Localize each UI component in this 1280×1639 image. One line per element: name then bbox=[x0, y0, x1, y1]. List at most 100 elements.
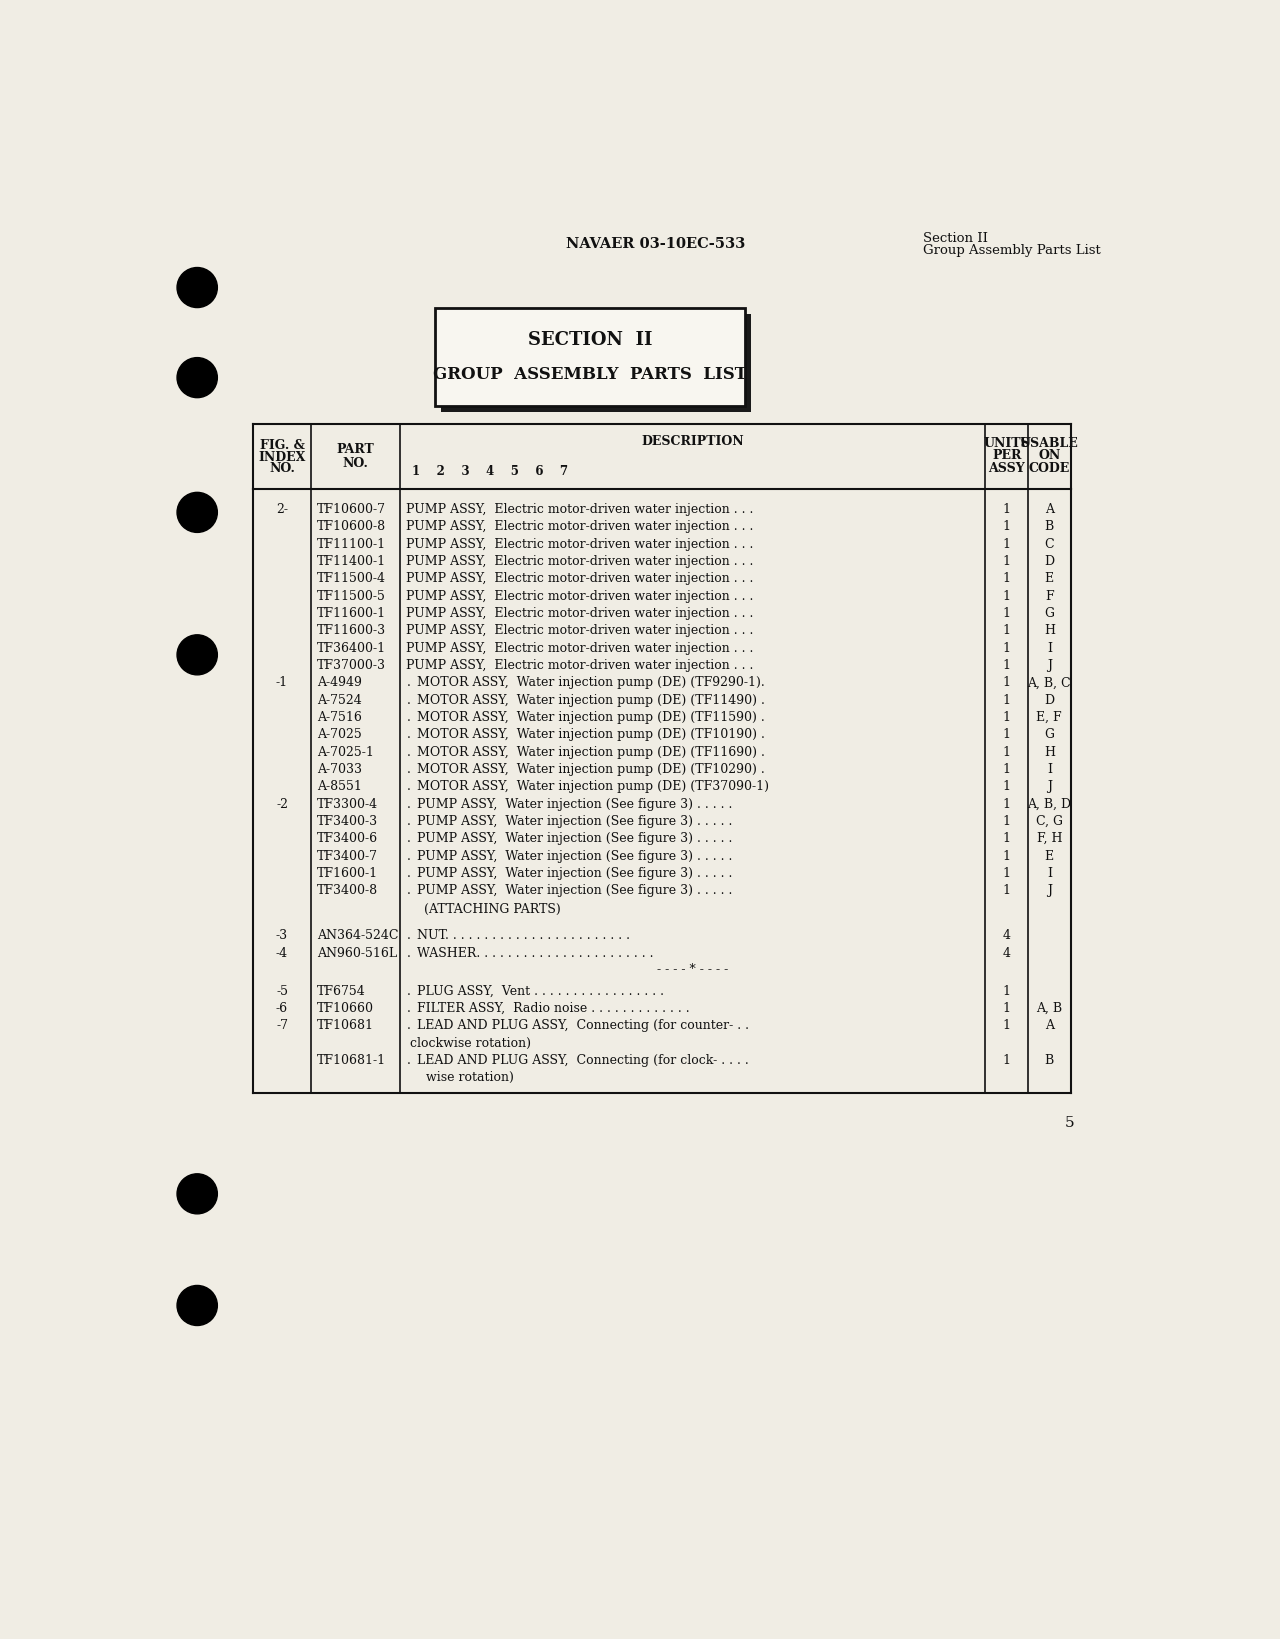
Text: PUMP ASSY,  Electric motor-driven water injection . . .: PUMP ASSY, Electric motor-driven water i… bbox=[407, 538, 754, 551]
Text: MOTOR ASSY,  Water injection pump (DE) (TF10290) .: MOTOR ASSY, Water injection pump (DE) (T… bbox=[417, 764, 765, 775]
Text: GROUP  ASSEMBLY  PARTS  LIST: GROUP ASSEMBLY PARTS LIST bbox=[433, 365, 748, 384]
Text: A: A bbox=[1044, 503, 1053, 516]
Text: TF10600-7: TF10600-7 bbox=[317, 503, 387, 516]
Text: 1: 1 bbox=[1002, 677, 1011, 690]
Text: 1: 1 bbox=[1002, 659, 1011, 672]
Text: -6: -6 bbox=[276, 1001, 288, 1015]
Text: TF10681: TF10681 bbox=[317, 1019, 374, 1033]
Text: LEAD AND PLUG ASSY,  Connecting (for counter- . .: LEAD AND PLUG ASSY, Connecting (for coun… bbox=[417, 1019, 749, 1033]
Text: D: D bbox=[1044, 693, 1055, 706]
Text: E: E bbox=[1044, 572, 1053, 585]
Text: PUMP ASSY,  Water injection (See figure 3) . . . . .: PUMP ASSY, Water injection (See figure 3… bbox=[417, 798, 732, 811]
Text: A-8551: A-8551 bbox=[317, 780, 362, 793]
Text: .: . bbox=[407, 1019, 411, 1033]
Text: PUMP ASSY,  Water injection (See figure 3) . . . . .: PUMP ASSY, Water injection (See figure 3… bbox=[417, 867, 732, 880]
Text: B: B bbox=[1044, 1054, 1053, 1067]
Text: USABLE: USABLE bbox=[1020, 438, 1079, 451]
Text: (ATTACHING PARTS): (ATTACHING PARTS) bbox=[424, 903, 561, 916]
Text: A-4949: A-4949 bbox=[317, 677, 362, 690]
Text: PER: PER bbox=[992, 449, 1021, 462]
Text: PUMP ASSY,  Electric motor-driven water injection . . .: PUMP ASSY, Electric motor-driven water i… bbox=[407, 624, 754, 638]
Text: AN364-524C: AN364-524C bbox=[317, 929, 399, 942]
Text: A: A bbox=[1044, 1019, 1053, 1033]
Text: MOTOR ASSY,  Water injection pump (DE) (TF11590) .: MOTOR ASSY, Water injection pump (DE) (T… bbox=[417, 711, 765, 724]
Text: -7: -7 bbox=[276, 1019, 288, 1033]
Text: Section II: Section II bbox=[923, 233, 988, 246]
Text: PUMP ASSY,  Water injection (See figure 3) . . . . .: PUMP ASSY, Water injection (See figure 3… bbox=[417, 833, 732, 846]
Text: H: H bbox=[1043, 624, 1055, 638]
Text: DESCRIPTION: DESCRIPTION bbox=[641, 436, 744, 449]
Text: CODE: CODE bbox=[1029, 462, 1070, 475]
Text: E, F: E, F bbox=[1037, 711, 1062, 724]
Text: PART: PART bbox=[337, 443, 375, 456]
Text: 1: 1 bbox=[1002, 985, 1011, 998]
Text: TF11500-5: TF11500-5 bbox=[317, 590, 387, 603]
Text: A-7516: A-7516 bbox=[317, 711, 362, 724]
Text: TF1600-1: TF1600-1 bbox=[317, 867, 379, 880]
Text: 1: 1 bbox=[1002, 521, 1011, 533]
Text: .: . bbox=[407, 764, 411, 775]
Text: I: I bbox=[1047, 764, 1052, 775]
Text: .: . bbox=[407, 867, 411, 880]
Text: TF11600-1: TF11600-1 bbox=[317, 606, 387, 620]
Text: 1: 1 bbox=[1002, 642, 1011, 654]
Text: NUT. . . . . . . . . . . . . . . . . . . . . . . .: NUT. . . . . . . . . . . . . . . . . . .… bbox=[417, 929, 630, 942]
Circle shape bbox=[177, 1174, 218, 1214]
Text: MOTOR ASSY,  Water injection pump (DE) (TF37090-1): MOTOR ASSY, Water injection pump (DE) (T… bbox=[417, 780, 769, 793]
Text: PUMP ASSY,  Electric motor-driven water injection . . .: PUMP ASSY, Electric motor-driven water i… bbox=[407, 642, 754, 654]
Text: 1: 1 bbox=[1002, 1019, 1011, 1033]
Text: UNITS: UNITS bbox=[983, 438, 1030, 451]
Text: Group Assembly Parts List: Group Assembly Parts List bbox=[923, 244, 1101, 257]
Text: A-7033: A-7033 bbox=[317, 764, 362, 775]
Text: PUMP ASSY,  Electric motor-driven water injection . . .: PUMP ASSY, Electric motor-driven water i… bbox=[407, 606, 754, 620]
Text: TF36400-1: TF36400-1 bbox=[317, 642, 387, 654]
Text: .: . bbox=[407, 833, 411, 846]
Text: 1    2    3    4    5    6    7: 1 2 3 4 5 6 7 bbox=[412, 464, 568, 477]
Text: TF10660: TF10660 bbox=[317, 1001, 374, 1015]
Text: F, H: F, H bbox=[1037, 833, 1062, 846]
Text: MOTOR ASSY,  Water injection pump (DE) (TF11690) .: MOTOR ASSY, Water injection pump (DE) (T… bbox=[417, 746, 765, 759]
Text: TF3400-3: TF3400-3 bbox=[317, 815, 379, 828]
Text: .: . bbox=[407, 728, 411, 741]
Text: A-7025: A-7025 bbox=[317, 728, 362, 741]
Circle shape bbox=[177, 357, 218, 398]
Text: LEAD AND PLUG ASSY,  Connecting (for clock- . . . .: LEAD AND PLUG ASSY, Connecting (for cloc… bbox=[417, 1054, 749, 1067]
Text: NAVAER 03-10EC-533: NAVAER 03-10EC-533 bbox=[566, 236, 746, 251]
Text: J: J bbox=[1047, 659, 1052, 672]
Circle shape bbox=[177, 1285, 218, 1326]
Text: -2: -2 bbox=[276, 798, 288, 811]
Text: 1: 1 bbox=[1002, 798, 1011, 811]
Text: E: E bbox=[1044, 849, 1053, 862]
Text: PUMP ASSY,  Electric motor-driven water injection . . .: PUMP ASSY, Electric motor-driven water i… bbox=[407, 590, 754, 603]
Text: A-7025-1: A-7025-1 bbox=[317, 746, 374, 759]
Text: .: . bbox=[407, 711, 411, 724]
Text: TF11600-3: TF11600-3 bbox=[317, 624, 387, 638]
Text: TF11500-4: TF11500-4 bbox=[317, 572, 387, 585]
Text: .: . bbox=[407, 1001, 411, 1015]
Text: 1: 1 bbox=[1002, 572, 1011, 585]
Text: AN960-516L: AN960-516L bbox=[317, 947, 398, 959]
Text: J: J bbox=[1047, 780, 1052, 793]
Text: TF10681-1: TF10681-1 bbox=[317, 1054, 387, 1067]
Text: G: G bbox=[1044, 728, 1055, 741]
Text: 1: 1 bbox=[1002, 693, 1011, 706]
Circle shape bbox=[177, 492, 218, 533]
Text: I: I bbox=[1047, 642, 1052, 654]
Text: 1: 1 bbox=[1002, 1001, 1011, 1015]
Text: .: . bbox=[407, 1054, 411, 1067]
Text: D: D bbox=[1044, 556, 1055, 569]
Text: PUMP ASSY,  Electric motor-driven water injection . . .: PUMP ASSY, Electric motor-driven water i… bbox=[407, 521, 754, 533]
Text: -1: -1 bbox=[276, 677, 288, 690]
Text: 1: 1 bbox=[1002, 764, 1011, 775]
Text: TF3400-7: TF3400-7 bbox=[317, 849, 379, 862]
Text: .: . bbox=[407, 815, 411, 828]
Text: .: . bbox=[407, 929, 411, 942]
Text: 2-: 2- bbox=[276, 503, 288, 516]
Circle shape bbox=[177, 267, 218, 308]
Text: PUMP ASSY,  Electric motor-driven water injection . . .: PUMP ASSY, Electric motor-driven water i… bbox=[407, 503, 754, 516]
Text: 1: 1 bbox=[1002, 780, 1011, 793]
Text: 4: 4 bbox=[1002, 929, 1011, 942]
Text: INDEX: INDEX bbox=[259, 451, 306, 464]
Text: TF10600-8: TF10600-8 bbox=[317, 521, 387, 533]
Text: 1: 1 bbox=[1002, 711, 1011, 724]
